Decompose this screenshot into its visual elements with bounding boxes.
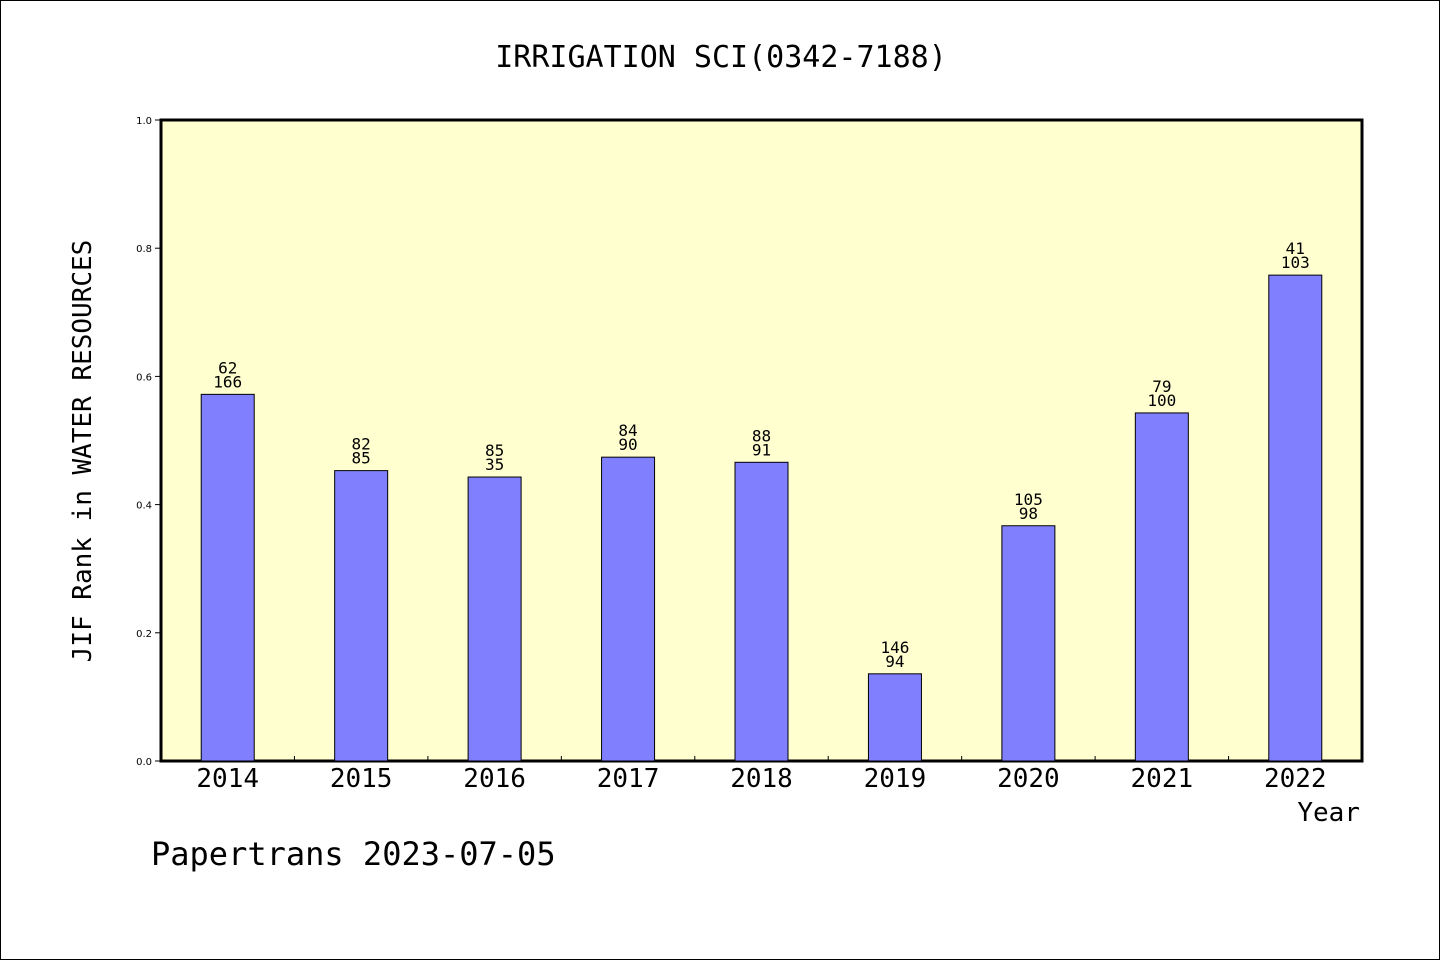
bar-rank-label: 62 — [218, 358, 237, 377]
bar-total-label: 85 — [352, 449, 371, 468]
y-tick-label: 0.0 — [136, 757, 152, 768]
bar-rank-label: 41 — [1286, 239, 1305, 258]
x-tick-label: 2020 — [997, 764, 1060, 794]
y-tick-label: 1.0 — [136, 116, 152, 127]
x-axis: 2014 2015 2016 2017 2018 2019 2020 2021 2022 — [196, 756, 1327, 794]
bar-2017 — [601, 456, 656, 762]
x-tick-label: 2016 — [463, 764, 526, 794]
y-tick-label: 0.8 — [136, 244, 152, 255]
y-tick-label: 0.2 — [136, 629, 152, 640]
bar-total-label: 91 — [752, 440, 771, 459]
bar-rank-label: 85 — [485, 441, 504, 460]
bar-2019 — [867, 673, 922, 762]
bar-rank-label: 84 — [618, 421, 637, 440]
bar-total-label: 35 — [485, 455, 504, 474]
x-tick-label: 2019 — [864, 764, 927, 794]
bar-rank-label: 88 — [752, 426, 771, 445]
bar-2015 — [334, 470, 389, 762]
bar-2022 — [1268, 274, 1323, 762]
x-tick-label: 2014 — [196, 764, 259, 794]
bar-2018 — [734, 461, 789, 762]
bar-2016 — [467, 476, 522, 762]
bar-total-label: 98 — [1019, 504, 1038, 523]
bar-2020 — [1001, 525, 1056, 762]
x-tick-label: 2015 — [330, 764, 393, 794]
x-tick-label: 2017 — [597, 764, 660, 794]
footer-credit: Papertrans 2023-07-05 — [151, 835, 556, 873]
x-tick-label: 2022 — [1264, 764, 1327, 794]
bar-rank-label: 146 — [880, 638, 909, 657]
bar-total-label: 94 — [885, 652, 904, 671]
bar-total-label: 90 — [618, 435, 637, 454]
y-tick-label: 0.6 — [136, 372, 152, 383]
bar-2021 — [1134, 412, 1189, 762]
bar-2014 — [200, 393, 255, 762]
y-axis: 0.0 0.2 0.4 0.6 0.8 1.0 — [136, 116, 161, 768]
x-tick-label: 2021 — [1131, 764, 1194, 794]
bar-rank-label: 82 — [352, 435, 371, 454]
bar-total-label: 166 — [213, 372, 242, 391]
x-axis-label: Year — [1297, 798, 1360, 828]
x-tick-label: 2018 — [730, 764, 793, 794]
bar-rank-label: 79 — [1152, 377, 1171, 396]
bar-total-label: 103 — [1281, 253, 1310, 272]
y-axis-label: JIF Rank in WATER RESOURCES — [68, 240, 98, 663]
bar-rank-label: 105 — [1014, 490, 1043, 509]
chart-title: IRRIGATION SCI(0342-7188) — [495, 40, 947, 75]
bar-total-label: 100 — [1147, 391, 1176, 410]
y-tick-label: 0.4 — [136, 501, 152, 512]
